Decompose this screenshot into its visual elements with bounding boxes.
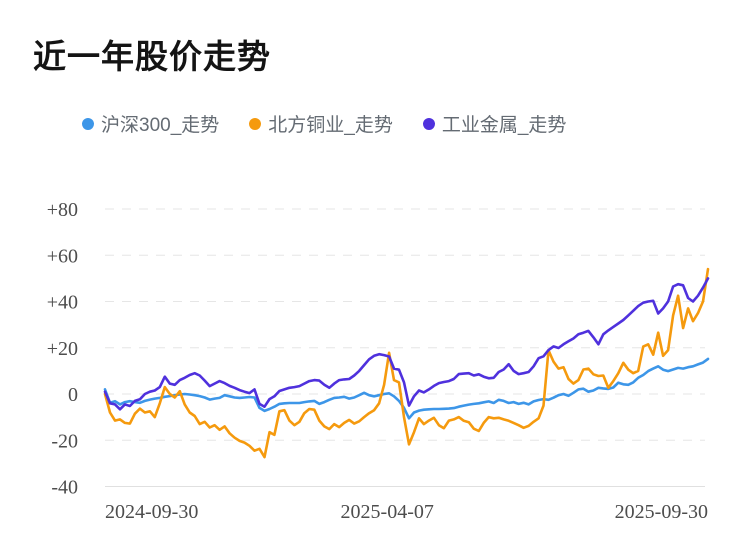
y-tick-label: -20 bbox=[51, 430, 78, 452]
x-tick-label: 2024-09-30 bbox=[105, 501, 198, 523]
y-tick-label: -40 bbox=[51, 477, 78, 499]
legend-label: 沪深300_走势 bbox=[101, 115, 220, 136]
legend-item-industrial-metals[interactable]: 工业金属_走势 bbox=[422, 110, 567, 137]
legend-label: 工业金属_走势 bbox=[441, 115, 567, 136]
series-line-工业金属_走势 bbox=[103, 277, 710, 411]
series-line-北方铜业_走势 bbox=[103, 267, 710, 459]
legend-item-hs300[interactable]: 沪深300_走势 bbox=[82, 110, 219, 137]
y-tick-label: 0 bbox=[68, 384, 78, 406]
x-tick-label: 2025-04-07 bbox=[341, 501, 434, 523]
chart-legend: 沪深300_走势 北方铜业_走势 工业金属_走势 bbox=[82, 110, 566, 137]
y-tick-label: +80 bbox=[47, 199, 78, 221]
x-tick-label: 2025-09-30 bbox=[615, 501, 708, 523]
y-tick-label: +20 bbox=[47, 338, 78, 360]
legend-dot-icon bbox=[249, 117, 262, 130]
page-title: 近一年股价走势 bbox=[33, 38, 271, 75]
y-tick-label: +40 bbox=[47, 292, 78, 314]
legend-dot-icon bbox=[82, 117, 94, 130]
legend-dot-icon bbox=[422, 117, 435, 130]
legend-item-north-copper[interactable]: 北方铜业_走势 bbox=[249, 110, 393, 137]
series-line-沪深300_走势 bbox=[103, 357, 710, 420]
y-tick-label: +60 bbox=[47, 245, 78, 267]
legend-label: 北方铜业_走势 bbox=[268, 115, 393, 136]
